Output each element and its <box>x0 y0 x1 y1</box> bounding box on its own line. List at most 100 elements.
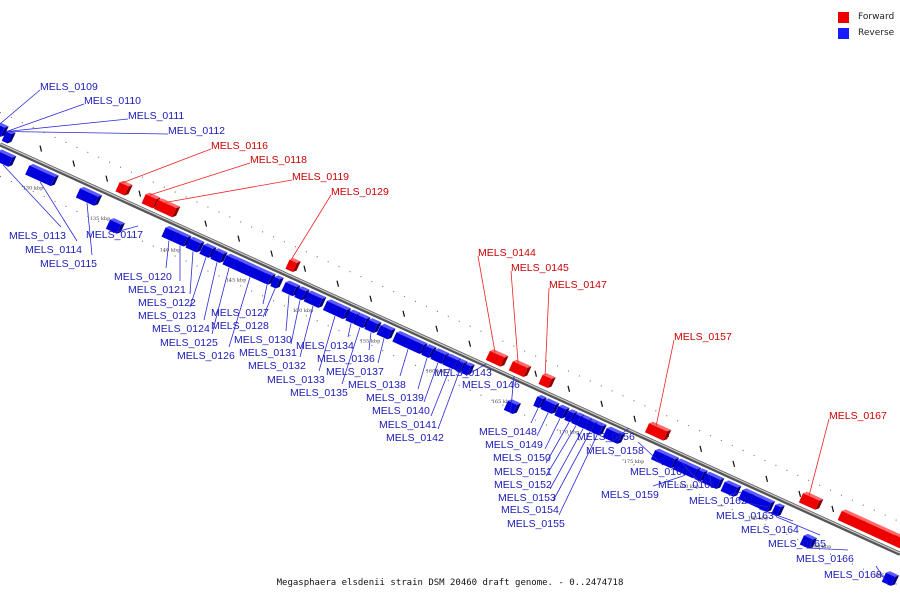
gene-label: MELS_0160 <box>630 466 688 478</box>
gene-front-face <box>585 420 595 432</box>
gene-top-face <box>465 362 475 367</box>
gene-top-face <box>655 448 680 460</box>
gene-label: MELS_0157 <box>674 331 732 343</box>
ruler-tick <box>402 310 406 317</box>
leader-line <box>510 270 519 364</box>
gene-top-face <box>176 230 192 238</box>
leader-line <box>262 288 276 318</box>
gene-label: MELS_0129 <box>331 186 389 198</box>
genome-axis-highlight <box>0 143 900 554</box>
gene-front-face <box>1 131 12 144</box>
gene-top-face <box>145 192 161 200</box>
ruler-tick-label: 180 kbp <box>679 484 700 490</box>
gene-front-face <box>430 349 446 364</box>
gene-front-face <box>210 249 224 263</box>
gene-label: MELS_0135 <box>290 387 348 399</box>
gene-top-face <box>396 330 428 345</box>
gene-front-face <box>262 273 272 285</box>
gene-top-face <box>595 421 607 427</box>
gene-front-face <box>591 422 603 436</box>
gene-label: MELS_0143 <box>434 367 492 379</box>
gene-front-face <box>644 423 668 441</box>
ruler-tick-label: 145 kbp <box>226 278 247 284</box>
leader-line <box>681 462 700 482</box>
ruler-tick-label: 135 kbp <box>90 216 111 222</box>
leader-line <box>465 363 487 376</box>
gene-front-face <box>508 361 528 377</box>
gene-side-face <box>301 289 310 301</box>
gene-front-face <box>75 188 99 206</box>
gene-block-extra <box>890 533 900 549</box>
leader-line <box>299 305 314 358</box>
gene-top-face <box>512 359 532 368</box>
gene-label: MELS_0164 <box>741 524 799 536</box>
gene-front-face <box>771 504 781 517</box>
gene-block-mels-0127 <box>262 271 276 285</box>
gene-labels: MELS_0109 MELS_0110 MELS_0111 MELS_0112 MELS… <box>9 81 887 581</box>
leader-line <box>39 181 78 242</box>
gene-top-face <box>380 323 396 331</box>
leader-line <box>6 131 169 135</box>
gene-label: MELS_0151 <box>494 466 552 478</box>
gene-block-mels-0162 <box>720 480 742 497</box>
gene-top-face <box>274 275 284 280</box>
gene-block-mels-0168 <box>881 571 899 586</box>
leader-line <box>530 408 539 424</box>
gene-label: MELS_0118 <box>250 154 307 166</box>
leader-line <box>652 474 686 487</box>
gene-label: MELS_0144 <box>478 247 536 259</box>
leader-line <box>423 362 439 403</box>
ruler-tick <box>765 475 769 483</box>
gene-label: MELS_0109 <box>40 81 98 93</box>
gene-front-face <box>738 489 752 504</box>
gene-front-face <box>720 481 738 497</box>
gene-front-face <box>746 493 772 513</box>
gene-side-face <box>267 274 276 285</box>
gene-front-face <box>25 165 55 187</box>
gene-label: MELS_0132 <box>248 360 306 372</box>
leader-line <box>808 418 830 496</box>
gene-front-face <box>199 244 213 258</box>
leader-line <box>285 295 290 332</box>
gene-label: MELS_0152 <box>494 479 552 491</box>
gene-top-face <box>751 492 776 503</box>
gene-side-face <box>716 478 725 489</box>
gene-label: MELS_0153 <box>498 492 556 504</box>
gene-front-face <box>231 259 269 284</box>
gene-side-face <box>561 408 570 419</box>
leader-line <box>744 502 769 508</box>
gene-label: MELS_0131 <box>239 347 297 359</box>
gene-top-face <box>0 149 17 158</box>
gene-label: MELS_0114 <box>25 244 82 256</box>
gene-label: MELS_0150 <box>493 452 551 464</box>
gene-front-face <box>294 287 306 301</box>
gene-top-face <box>894 533 900 540</box>
gene-block-mels-0121 <box>172 230 192 247</box>
gene-top-face <box>677 458 702 470</box>
gene-side-face <box>547 377 556 389</box>
gene-block-mels-0119 <box>153 198 181 218</box>
gene-glyphs <box>0 123 900 586</box>
gene-label: MELS_0112 <box>168 125 225 137</box>
leader-line <box>417 357 428 390</box>
ruler-tick-label: 165 kbp <box>492 399 513 405</box>
leader-line <box>203 262 218 321</box>
leader-line <box>377 338 385 364</box>
gene-top-face <box>446 353 462 361</box>
ruler-tick <box>369 295 373 302</box>
gene-side-face <box>890 575 899 586</box>
gene-label: MELS_0138 <box>348 379 406 391</box>
gene-front-face <box>564 410 574 423</box>
gene-side-face <box>292 261 301 273</box>
ruler-tick <box>468 340 472 347</box>
gene-side-face <box>815 499 824 510</box>
leader-line <box>399 349 409 377</box>
gene-front-face <box>602 428 622 444</box>
ruler-tick <box>72 160 76 167</box>
leader-line <box>113 225 139 234</box>
gene-label: MELS_0141 <box>379 419 437 431</box>
gene-label: MELS_0124 <box>152 323 210 335</box>
gene-side-face <box>219 252 228 263</box>
forward-rail <box>0 111 900 523</box>
